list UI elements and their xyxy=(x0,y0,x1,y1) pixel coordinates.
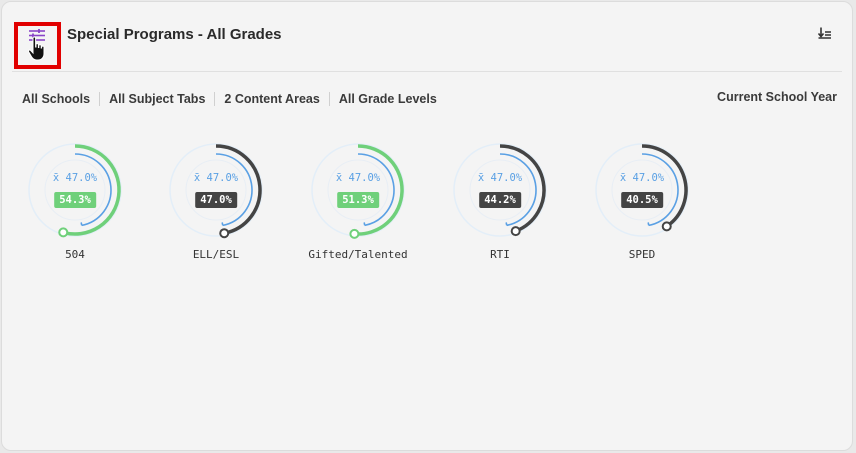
pointer-hand-icon xyxy=(27,36,45,61)
sort-descending-icon xyxy=(817,27,831,39)
filter-divider xyxy=(99,92,101,106)
card-header: Special Programs - All Grades xyxy=(2,2,852,72)
gauge-average: x̄ 47.0% xyxy=(619,172,665,184)
gauge-average: x̄ 47.0% xyxy=(477,172,523,184)
average-marker xyxy=(221,222,224,226)
gauge-ring xyxy=(453,143,547,237)
value-arc xyxy=(354,144,404,236)
gauge-gifted-talented[interactable]: x̄ 47.0% 51.3% Gifted/Talented xyxy=(308,140,408,270)
gauge-sped[interactable]: x̄ 47.0% 40.5% SPED xyxy=(592,140,692,270)
value-knob xyxy=(219,228,230,239)
value-arc xyxy=(641,144,688,228)
value-knob xyxy=(58,227,69,238)
gauge-track xyxy=(595,143,689,237)
gauge-label: ELL/ESL xyxy=(192,248,240,261)
value-knob xyxy=(510,226,521,237)
gauge-ring xyxy=(311,143,405,239)
gauge-ring xyxy=(595,143,689,237)
gauge-inner-track xyxy=(469,159,531,221)
average-marker xyxy=(505,222,508,226)
card-title: Special Programs - All Grades xyxy=(67,26,282,43)
average-arc xyxy=(215,153,253,227)
value-arc xyxy=(62,144,121,236)
filter-divider xyxy=(328,92,330,106)
average-arc xyxy=(357,153,395,227)
gauge-track xyxy=(453,143,547,237)
gauge-average: x̄ 47.0% xyxy=(52,172,98,184)
gauge-average: x̄ 47.0% xyxy=(335,172,381,184)
average-marker xyxy=(363,222,366,226)
content-areas-filter[interactable]: 2 Content Areas xyxy=(224,92,320,106)
gauge-ring xyxy=(28,143,122,238)
value-arc xyxy=(215,144,262,235)
gauge-label: SPED xyxy=(628,248,656,261)
gauge-value: 47.0% xyxy=(195,192,237,208)
gauge-ring xyxy=(169,143,263,239)
gauge-inner-track xyxy=(611,159,673,221)
value-knob xyxy=(349,228,360,239)
gauge-label: Gifted/Talented xyxy=(308,248,408,261)
average-marker xyxy=(80,222,83,226)
gauge-value: 40.5% xyxy=(621,192,663,208)
average-arc xyxy=(499,153,537,227)
schools-filter[interactable]: All Schools xyxy=(22,92,91,106)
gauge-inner-track xyxy=(327,159,389,221)
average-marker xyxy=(647,222,650,226)
average-arc xyxy=(74,153,112,227)
gauge-ell-esl[interactable]: x̄ 47.0% 47.0% ELL/ESL xyxy=(166,140,266,270)
filter-divider xyxy=(214,92,216,106)
subjects-filter[interactable]: All Subject Tabs xyxy=(109,92,206,106)
filter-bar: All Schools All Subject Tabs 2 Content A… xyxy=(22,90,437,108)
gauge-average: x̄ 47.0% xyxy=(193,172,239,184)
gauge-504[interactable]: x̄ 47.0% 54.3% 504 xyxy=(25,140,125,270)
period-filter[interactable]: Current School Year xyxy=(717,90,837,104)
gauge-track xyxy=(169,143,263,237)
gauge-track xyxy=(28,143,122,237)
average-arc xyxy=(641,153,679,227)
gauge-label: 504 xyxy=(65,248,85,261)
filter-sliders-icon xyxy=(29,29,45,41)
gauge-value: 44.2% xyxy=(479,192,521,208)
gauge-inner-track xyxy=(185,159,247,221)
value-arc xyxy=(499,144,546,233)
gauge-inner-track xyxy=(44,159,106,221)
gauge-value: 54.3% xyxy=(54,192,96,208)
value-knob xyxy=(661,221,672,232)
gauge-label: RTI xyxy=(490,248,510,261)
filter-button[interactable] xyxy=(14,22,61,69)
gauge-rti[interactable]: x̄ 47.0% 44.2% RTI xyxy=(450,140,550,270)
sort-button[interactable] xyxy=(817,26,832,44)
grade-levels-filter[interactable]: All Grade Levels xyxy=(338,92,437,106)
header-divider xyxy=(12,71,842,72)
gauge-value: 51.3% xyxy=(337,192,379,208)
